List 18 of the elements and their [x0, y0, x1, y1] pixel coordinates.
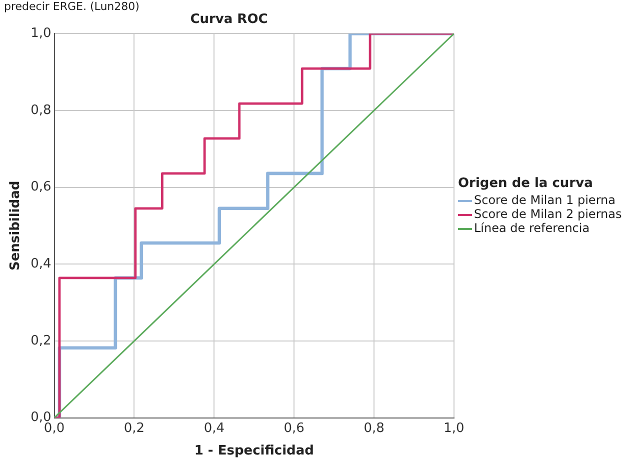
y-tick-label: 1,0	[30, 26, 52, 41]
legend-title: Origen de la curva	[458, 176, 594, 191]
chart-title: Curva ROC	[190, 12, 268, 28]
y-tick-label: 0,2	[30, 333, 52, 348]
y-tick-label: 0,8	[30, 102, 52, 118]
x-axis-title: 1 - Especificidad	[194, 444, 314, 459]
legend-label: Score de Milan 1 pierna	[474, 193, 616, 207]
legend-label: Score de Milan 2 piernas	[474, 207, 622, 221]
x-tick-label: 0,4	[204, 420, 225, 436]
text: predecir ERGE. (Lun280)	[4, 0, 140, 13]
x-tick-label: 0,6	[284, 420, 304, 436]
x-tick-label: 1,0	[444, 420, 464, 436]
y-tick-label: 0,6	[30, 180, 52, 195]
y-tick-label: 0,4	[30, 256, 52, 272]
legend-label: Línea de referencia	[474, 221, 590, 235]
y-axis-title: Sensibilidad	[8, 180, 24, 271]
x-tick-label: 0,2	[124, 420, 145, 436]
x-tick-label: 0,8	[364, 420, 384, 436]
